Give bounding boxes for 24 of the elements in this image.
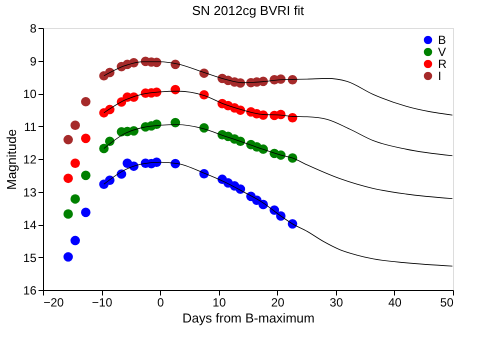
legend-label: B <box>438 33 446 47</box>
legend-label: V <box>438 45 446 59</box>
y-tick-label: 11 <box>24 120 37 134</box>
y-tick-label: 13 <box>23 185 37 200</box>
x-tick-label: −20 <box>44 296 64 310</box>
x-tick-label: 10 <box>212 296 226 310</box>
y-tick-label: 12 <box>23 152 37 166</box>
x-tick-label: 30 <box>330 296 344 310</box>
y-tick-label: 15 <box>23 250 37 265</box>
y-tick-label: 14 <box>23 218 37 232</box>
x-axis-title: Days from B-maximum <box>182 310 315 326</box>
y-tick-label: 9 <box>30 54 37 68</box>
x-tick-label: 50 <box>440 296 454 310</box>
x-tick-label: 20 <box>271 296 285 310</box>
x-tick-label: −10 <box>92 296 113 310</box>
y-axis-title: Magnitude <box>4 129 20 190</box>
y-tick-label: 8 <box>30 22 37 36</box>
y-tick-label: 16 <box>23 284 37 298</box>
legend-label: R <box>438 57 447 71</box>
legend-label: I <box>438 69 442 83</box>
x-tick-label: 40 <box>388 296 402 310</box>
x-tick-label: 0 <box>157 296 164 310</box>
chart-title: SN 2012cg BVRI fit <box>192 3 304 18</box>
y-tick-label: 10 <box>23 87 37 101</box>
